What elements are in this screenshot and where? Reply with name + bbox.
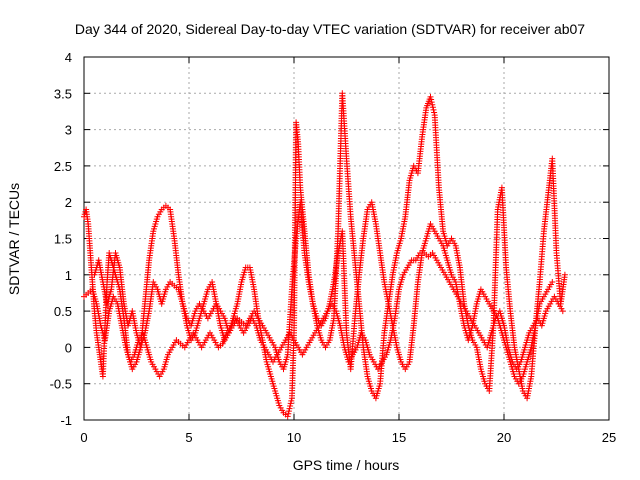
data-point (559, 308, 566, 315)
grid-lines (84, 57, 609, 420)
data-point (284, 413, 291, 420)
data-point (286, 405, 293, 412)
x-tick-label: 25 (602, 430, 616, 445)
data-point (287, 400, 294, 407)
data-point (285, 408, 292, 415)
data-point (561, 271, 568, 278)
series-ab07-c (91, 199, 556, 387)
data-point (549, 279, 556, 286)
y-tick-label: 1 (65, 268, 72, 283)
chart-title: Day 344 of 2020, Sidereal Day-to-day VTE… (75, 21, 585, 37)
y-tick-label: 2 (65, 195, 72, 210)
data-point (288, 397, 295, 404)
x-tick-label: 20 (497, 430, 511, 445)
data-point (287, 402, 294, 409)
x-tick-label: 15 (392, 430, 406, 445)
y-tick-label: 1.5 (54, 232, 72, 247)
data-point (285, 410, 292, 417)
y-tick-label: 0 (65, 340, 72, 355)
x-axis-label: GPS time / hours (293, 457, 400, 473)
data-point (430, 106, 437, 113)
data-point (429, 104, 436, 111)
y-tick-label: -1 (60, 413, 72, 428)
data-point (429, 101, 436, 108)
axis-ticks: 0 5 10 15 20 25 -1 -0.5 0 0.5 1 1.5 2 2.5 3 3.5 4 (50, 50, 617, 445)
series-ab07 (81, 90, 568, 420)
y-tick-label: 0.5 (54, 304, 72, 319)
y-tick-label: -0.5 (50, 377, 72, 392)
y-tick-label: 3.5 (54, 86, 72, 101)
y-tick-label: 4 (65, 50, 72, 65)
data-point (428, 99, 435, 106)
data-series (81, 90, 568, 420)
y-tick-label: 3 (65, 123, 72, 138)
x-tick-label: 5 (185, 430, 192, 445)
y-tick-label: 2.5 (54, 159, 72, 174)
data-point (428, 96, 435, 103)
data-point (427, 93, 434, 100)
series-ab07-b (81, 250, 566, 380)
x-tick-label: 0 (80, 430, 87, 445)
x-tick-label: 10 (287, 430, 301, 445)
data-point (431, 109, 438, 116)
y-axis-label: SDTVAR / TECUs (6, 183, 22, 295)
